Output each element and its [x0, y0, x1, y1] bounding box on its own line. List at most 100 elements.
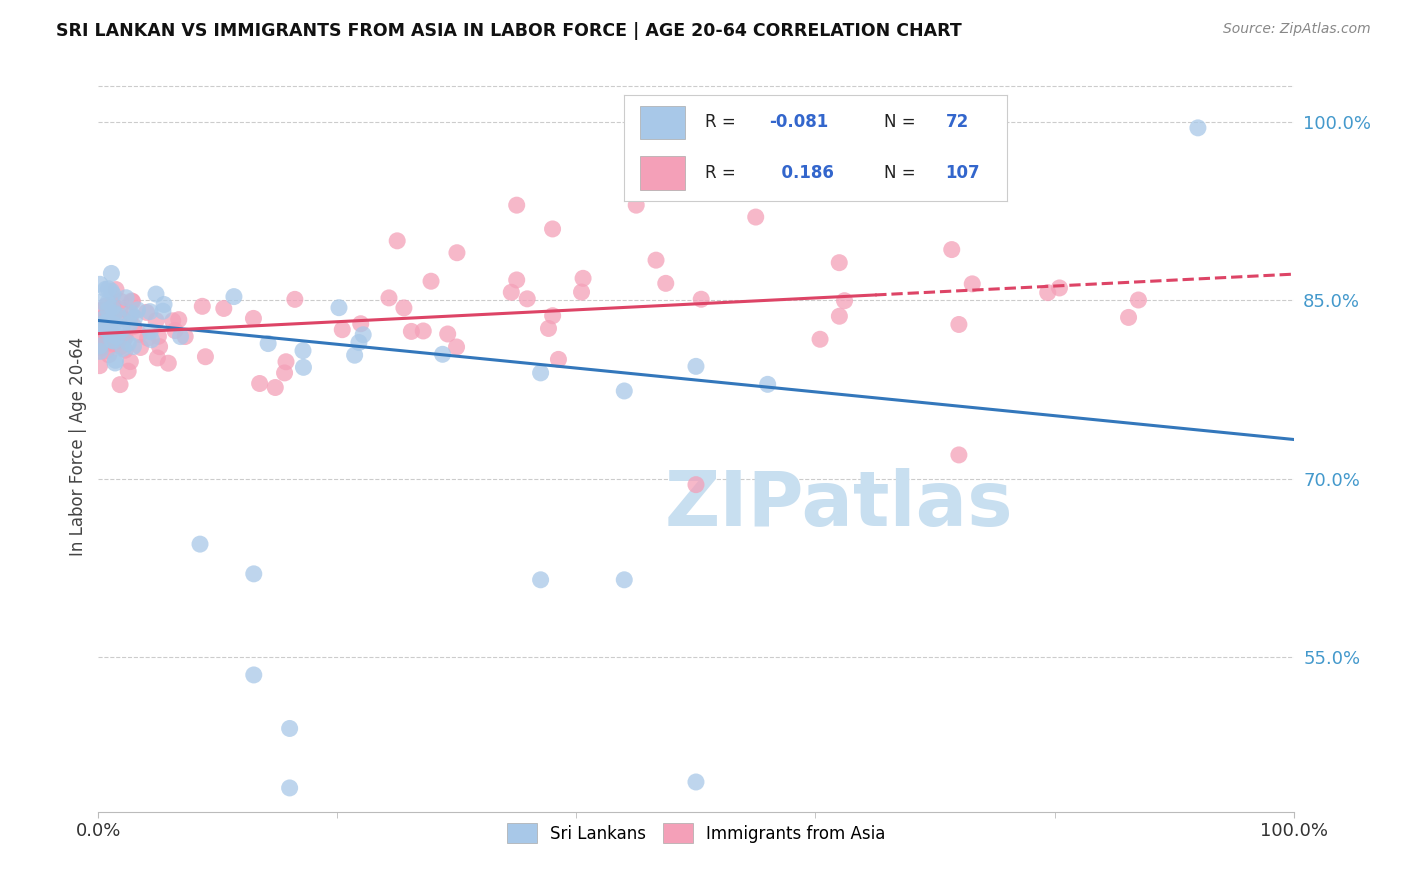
Point — [111, 342, 134, 356]
Point — [328, 301, 350, 315]
Point — [273, 366, 295, 380]
Point — [1118, 310, 1140, 325]
Point — [108, 302, 131, 317]
Point — [420, 274, 443, 288]
Point — [120, 306, 142, 320]
Point — [690, 292, 713, 306]
Point — [626, 198, 648, 212]
Point — [350, 317, 373, 331]
Point — [89, 359, 111, 373]
Point — [112, 331, 135, 345]
Point — [808, 332, 831, 346]
Point — [101, 327, 124, 342]
Point — [97, 325, 120, 339]
Point — [284, 293, 307, 307]
Point — [93, 311, 115, 326]
Point — [90, 336, 112, 351]
Point — [352, 327, 374, 342]
Point — [129, 341, 152, 355]
Point — [94, 299, 117, 313]
Point — [145, 287, 167, 301]
Point — [97, 282, 120, 296]
Point — [98, 321, 121, 335]
Point — [828, 115, 851, 129]
Point — [121, 293, 143, 308]
Point — [212, 301, 235, 316]
Point — [93, 318, 115, 333]
Point — [343, 348, 366, 362]
Point — [98, 326, 121, 340]
Point — [108, 377, 131, 392]
Point — [100, 334, 122, 348]
Point — [146, 351, 169, 365]
Point — [122, 339, 145, 353]
Point — [135, 305, 157, 319]
Point — [174, 329, 197, 343]
Point — [89, 327, 111, 342]
Point — [152, 304, 174, 318]
Point — [105, 334, 128, 348]
Point — [89, 344, 111, 359]
Point — [756, 377, 779, 392]
Point — [537, 321, 560, 335]
Point — [105, 283, 128, 297]
Point — [145, 313, 167, 327]
Point — [96, 343, 118, 358]
Point — [1187, 120, 1209, 135]
Y-axis label: In Labor Force | Age 20-64: In Labor Force | Age 20-64 — [69, 336, 87, 556]
Point — [94, 315, 117, 329]
Point — [103, 306, 125, 320]
Point — [249, 376, 271, 391]
Point — [97, 296, 120, 310]
Text: SRI LANKAN VS IMMIGRANTS FROM ASIA IN LABOR FORCE | AGE 20-64 CORRELATION CHART: SRI LANKAN VS IMMIGRANTS FROM ASIA IN LA… — [56, 22, 962, 40]
Point — [122, 319, 145, 334]
Point — [93, 320, 115, 334]
Point — [103, 317, 125, 331]
Point — [242, 311, 264, 326]
Point — [1049, 281, 1071, 295]
Point — [571, 285, 593, 299]
Point — [107, 309, 129, 323]
Point — [89, 341, 111, 355]
Point — [89, 277, 111, 292]
Point — [110, 294, 132, 309]
Point — [941, 243, 963, 257]
Point — [162, 314, 184, 328]
Point — [834, 293, 856, 308]
Point — [118, 317, 141, 331]
Point — [100, 317, 122, 331]
Point — [96, 316, 118, 330]
Point — [645, 253, 668, 268]
Point — [167, 312, 190, 326]
Point — [655, 277, 678, 291]
Point — [104, 353, 127, 368]
Point — [745, 210, 768, 224]
Point — [100, 313, 122, 327]
Point — [169, 329, 191, 343]
Text: Source: ZipAtlas.com: Source: ZipAtlas.com — [1223, 22, 1371, 37]
Point — [347, 335, 370, 350]
Point — [264, 380, 287, 394]
Point — [115, 291, 138, 305]
Point — [432, 347, 454, 361]
Point — [103, 334, 125, 348]
Point — [547, 352, 569, 367]
Point — [114, 343, 136, 358]
Point — [111, 311, 134, 326]
Point — [97, 321, 120, 335]
Point — [89, 343, 111, 358]
Point — [139, 304, 162, 318]
Legend: Sri Lankans, Immigrants from Asia: Sri Lankans, Immigrants from Asia — [498, 815, 894, 851]
Text: ZIPatlas: ZIPatlas — [665, 467, 1014, 541]
Point — [613, 384, 636, 398]
Point — [127, 302, 149, 317]
Point — [111, 320, 134, 334]
Point — [685, 775, 707, 789]
Point — [100, 284, 122, 298]
Point — [153, 297, 176, 311]
Point — [90, 303, 112, 318]
Point — [541, 309, 564, 323]
Point — [292, 343, 315, 358]
Point — [136, 331, 159, 345]
Point — [93, 310, 115, 324]
